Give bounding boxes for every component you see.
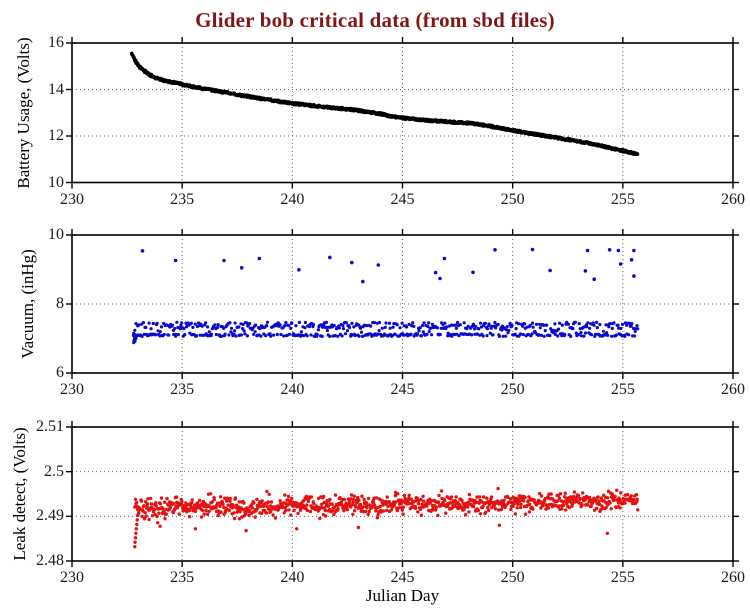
y-tick-label: 2.51 xyxy=(36,418,64,435)
y-tick-label: 10 xyxy=(48,226,64,243)
y-axis-label-battery: Battery Usage, (Volts) xyxy=(14,37,33,189)
y-tick-label: 6 xyxy=(56,364,64,381)
x-tick-label: 260 xyxy=(721,569,745,586)
x-tick-label: 260 xyxy=(721,381,745,398)
x-tick-label: 250 xyxy=(500,569,525,586)
y-tick-label: 16 xyxy=(48,34,64,51)
x-tick-label: 245 xyxy=(390,569,415,586)
y-tick-label: 10 xyxy=(48,173,64,191)
x-tick-label: 240 xyxy=(280,381,305,398)
figure-title: Glider bob critical data (from sbd files… xyxy=(195,8,555,32)
x-tick-label: 230 xyxy=(60,381,84,398)
y-tick-label: 2.48 xyxy=(36,552,64,569)
x-tick-label: 240 xyxy=(280,190,305,208)
y-tick-label: 12 xyxy=(48,127,64,144)
x-tick-label: 245 xyxy=(390,190,415,208)
x-tick-label: 235 xyxy=(170,190,195,208)
x-tick-label: 250 xyxy=(500,381,525,398)
y-axis-label-leak: Leak detect, (Volts) xyxy=(10,427,29,561)
y-tick-label: 2.49 xyxy=(36,507,64,525)
x-axis-label: Julian Day xyxy=(365,586,440,605)
x-tick-label: 235 xyxy=(170,381,195,398)
x-tick-label: 240 xyxy=(280,569,305,586)
y-tick-label: 8 xyxy=(56,295,64,312)
y-tick-label: 14 xyxy=(48,80,64,98)
x-tick-label: 255 xyxy=(610,190,635,208)
y-tick-label: 2.5 xyxy=(44,462,64,480)
x-tick-label: 230 xyxy=(60,569,84,586)
x-tick-label: 260 xyxy=(721,190,745,208)
x-tick-label: 255 xyxy=(610,569,635,586)
x-tick-label: 250 xyxy=(500,190,525,208)
x-tick-label: 245 xyxy=(390,381,415,398)
x-tick-label: 235 xyxy=(170,569,195,586)
x-tick-label: 255 xyxy=(610,381,635,398)
x-tick-label: 230 xyxy=(60,190,84,208)
